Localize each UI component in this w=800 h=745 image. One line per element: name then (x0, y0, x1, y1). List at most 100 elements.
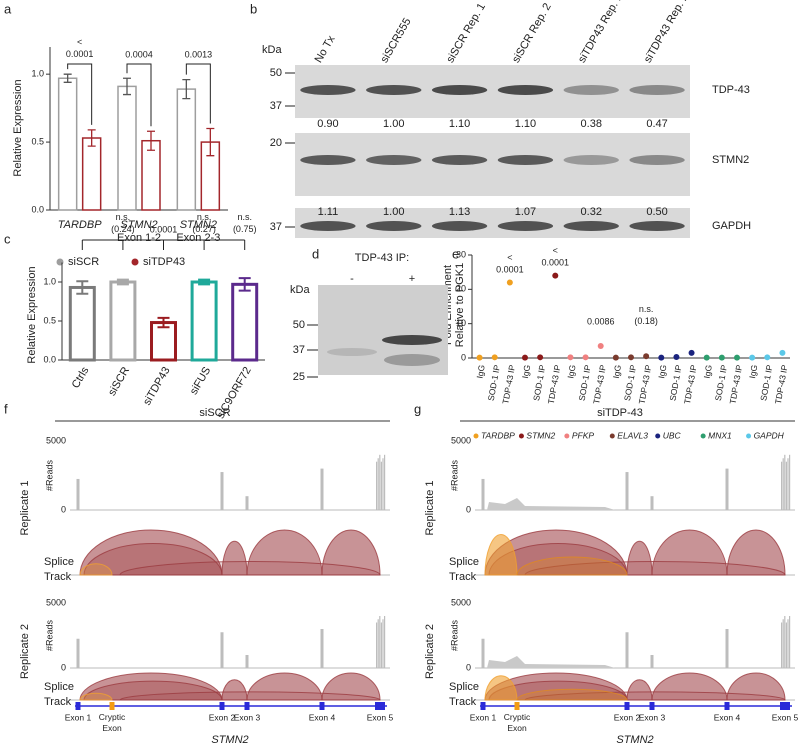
splice-junction (119, 561, 381, 576)
error-bar (198, 278, 211, 286)
blot-band (431, 155, 488, 165)
track-label: Splice Track (44, 681, 74, 708)
exon-label: Exon 4 (714, 712, 741, 722)
splice-junction (246, 529, 323, 576)
exon-label: Exon 5 (772, 712, 799, 722)
x-tick-label: IgG (611, 364, 623, 379)
lane-label: + (409, 273, 415, 285)
blot-band (366, 85, 422, 95)
y-tick-label: 0.0 (31, 204, 44, 214)
x-tick-label: siSCR (106, 365, 132, 398)
quantification: 1.10 (515, 118, 536, 130)
data-point (597, 342, 604, 349)
legend-marker (131, 258, 139, 266)
splice-junction (516, 556, 628, 576)
error-bar (206, 127, 215, 157)
panel-title: siSCR (199, 407, 230, 419)
annotation: n.s. (0.75) (233, 212, 257, 234)
x-tick-label: IgG (747, 364, 759, 379)
coverage (76, 638, 80, 668)
data-point (749, 354, 756, 361)
coverage (76, 478, 80, 510)
data-point (718, 354, 725, 361)
coverage (379, 454, 381, 510)
lane-label: siSCR555 (378, 16, 413, 65)
coverage (320, 629, 324, 668)
coverage (781, 461, 783, 510)
kda-label: kDa (290, 284, 310, 296)
y-tick-label: 1.0 (31, 69, 44, 79)
significance-bracket (126, 63, 152, 127)
error-bar (182, 78, 191, 100)
data-point (658, 354, 665, 361)
blot-title: TDP-43 IP: (355, 252, 409, 264)
gene-label: STMN2 (616, 734, 653, 745)
coverage (384, 616, 386, 668)
splice-junction (83, 680, 223, 701)
splice-junction (626, 540, 653, 576)
data-point (643, 353, 650, 360)
blot-band (629, 155, 685, 165)
coverage (377, 619, 379, 668)
blot-band (431, 221, 488, 231)
coverage (220, 472, 224, 510)
data-point (628, 354, 634, 361)
lane-label: siSCR Rep. 2 (510, 1, 554, 65)
splice-junction (484, 534, 518, 576)
x-tick-label: siTDP43 (141, 365, 172, 408)
coverage (787, 458, 789, 510)
kda-marker: 37 (293, 344, 305, 356)
blot-band (497, 155, 554, 165)
splice-junction (79, 692, 113, 701)
annotation: n.s. (0.24) (111, 212, 135, 234)
exon-label: Exon 4 (309, 712, 336, 722)
exon-label: Exon 2 (209, 712, 236, 722)
exon (780, 702, 790, 710)
coverage (379, 616, 381, 668)
bar (190, 280, 218, 362)
error-bar (123, 77, 131, 96)
bar (231, 282, 259, 362)
x-tick-label: SOD-1 IP (667, 364, 683, 402)
blot-band (497, 221, 554, 231)
data-point (567, 354, 574, 361)
blot-band (366, 155, 422, 165)
splice-junction (321, 672, 381, 701)
reads-tick: 5000 (46, 597, 66, 607)
legend-label: siSCR (68, 256, 99, 268)
coverage (384, 454, 386, 510)
x-tick-label: TDP-43 IP (727, 364, 744, 405)
quantification: 1.00 (383, 206, 404, 218)
exon (75, 702, 81, 710)
legend-label: GAPDH (754, 430, 785, 440)
coverage (481, 638, 485, 668)
x-tick-label: TDP-43 IP (773, 364, 790, 405)
panel-label: c (4, 231, 11, 246)
kda-marker: 37 (270, 221, 282, 233)
coverage (785, 461, 787, 510)
legend-label: PFKP (572, 430, 595, 440)
splice-junction (516, 688, 628, 701)
y-tick-label: 20 (456, 284, 466, 294)
row-label: STMN2 (712, 154, 749, 166)
x-tick-label: IgG (475, 364, 487, 379)
blot-band (629, 85, 685, 95)
legend-marker (655, 433, 661, 439)
track-label: Splice Track (449, 681, 479, 708)
legend-label: siTDP43 (143, 256, 185, 268)
reads-label: #Reads (449, 459, 459, 491)
data-point (673, 353, 680, 360)
splice-junction (524, 691, 786, 701)
replicate-label: Replicate 2 (424, 624, 436, 679)
exon-label: Exon 1 (470, 712, 497, 722)
y-tick-label: 0 (461, 352, 466, 362)
coverage (789, 616, 791, 668)
bar (141, 139, 161, 211)
annotation: 0.0013 (185, 49, 213, 59)
bar (109, 280, 137, 362)
lane-label: siTDP43 Rep. 2 (642, 0, 691, 65)
x-tick-label: SOD-1 IP (758, 364, 774, 402)
coverage (650, 496, 654, 510)
quantification: 1.10 (449, 118, 470, 130)
